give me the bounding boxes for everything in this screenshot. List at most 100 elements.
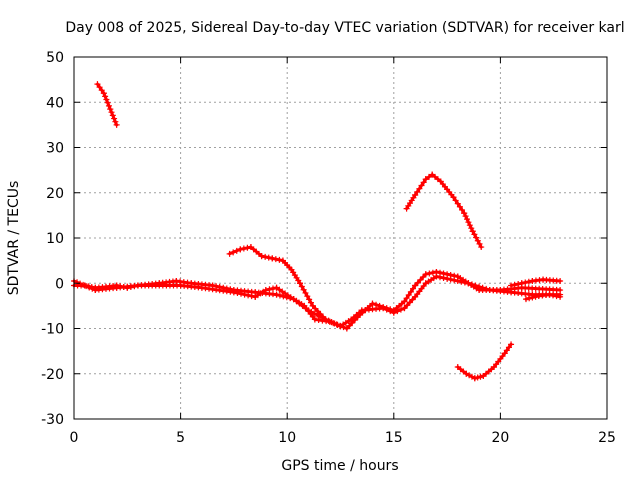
data-point xyxy=(522,279,529,286)
data-point xyxy=(518,280,525,287)
data-point xyxy=(111,115,118,122)
data-point xyxy=(503,347,510,354)
data-point xyxy=(307,299,314,306)
data-point xyxy=(369,300,376,307)
data-point xyxy=(346,322,353,329)
series-seg-f xyxy=(454,341,515,382)
data-point xyxy=(266,286,273,293)
data-point xyxy=(462,213,469,220)
data-point xyxy=(230,289,237,296)
data-point xyxy=(511,281,518,288)
data-point xyxy=(105,102,112,109)
data-point xyxy=(322,316,329,323)
data-point xyxy=(409,285,416,292)
data-point xyxy=(403,295,410,302)
data-point xyxy=(451,272,458,279)
data-point xyxy=(276,256,283,263)
data-point xyxy=(466,222,473,229)
data-point xyxy=(414,188,421,195)
data-point xyxy=(444,271,451,278)
data-point xyxy=(557,287,564,294)
data-point xyxy=(420,274,427,281)
data-point xyxy=(440,270,447,277)
data-point xyxy=(546,291,553,298)
data-point xyxy=(300,286,307,293)
data-point xyxy=(406,299,413,306)
data-point xyxy=(426,270,433,277)
data-point xyxy=(273,291,280,298)
data-point xyxy=(505,344,512,351)
data-point xyxy=(349,319,356,326)
data-point xyxy=(461,210,468,217)
data-point xyxy=(522,296,529,303)
data-point xyxy=(230,249,237,256)
data-point xyxy=(557,293,564,300)
data-point xyxy=(238,290,245,297)
data-point xyxy=(474,374,481,381)
series-seg-g xyxy=(508,276,564,289)
data-point xyxy=(501,350,508,357)
y-tick-label: 0 xyxy=(55,276,64,292)
data-point xyxy=(245,292,252,299)
data-point xyxy=(112,118,119,125)
data-point xyxy=(103,96,110,103)
x-tick-label: 0 xyxy=(70,430,79,446)
data-point xyxy=(343,325,350,332)
data-point xyxy=(515,281,522,288)
data-point xyxy=(351,317,358,324)
series-line xyxy=(405,173,483,249)
data-point xyxy=(529,294,536,301)
data-point xyxy=(454,200,461,207)
data-point xyxy=(526,295,533,302)
data-point xyxy=(304,293,311,300)
data-point xyxy=(557,277,564,284)
data-point xyxy=(328,319,335,326)
data-point xyxy=(553,293,560,300)
x-tick-label: 25 xyxy=(598,430,616,446)
data-point xyxy=(108,109,115,116)
y-tick-label: -30 xyxy=(41,412,64,428)
data-point xyxy=(409,296,416,303)
data-point xyxy=(404,302,411,309)
data-point xyxy=(549,292,556,299)
data-point xyxy=(269,255,276,262)
data-point xyxy=(94,81,101,88)
data-point xyxy=(429,269,436,276)
data-point xyxy=(107,106,114,113)
x-tick-label: 20 xyxy=(491,430,509,446)
data-point xyxy=(471,375,478,382)
data-point xyxy=(422,176,429,183)
data-point xyxy=(276,292,283,299)
data-point xyxy=(373,301,380,308)
data-point xyxy=(100,90,107,97)
data-point xyxy=(412,282,419,289)
y-tick-label: 10 xyxy=(46,231,64,247)
data-point xyxy=(241,291,248,298)
x-tick-label: 15 xyxy=(385,430,403,446)
data-point xyxy=(262,253,269,260)
data-point xyxy=(240,245,247,252)
x-tick-label: 10 xyxy=(278,430,296,446)
data-point xyxy=(401,298,408,305)
data-point xyxy=(452,197,459,204)
data-point xyxy=(401,305,408,312)
data-point xyxy=(337,323,344,330)
data-point xyxy=(272,256,279,263)
data-point xyxy=(474,237,481,244)
grid xyxy=(74,57,607,419)
y-tick-label: 20 xyxy=(46,186,64,202)
data-point xyxy=(463,216,470,223)
series-layer xyxy=(71,81,564,382)
data-point xyxy=(244,244,251,251)
data-point xyxy=(478,244,485,251)
data-point xyxy=(508,282,515,289)
data-point xyxy=(471,231,478,238)
data-point xyxy=(465,219,472,226)
data-point xyxy=(296,280,303,287)
x-tick-label: 5 xyxy=(176,430,185,446)
y-tick-label: 30 xyxy=(46,141,64,157)
data-point xyxy=(234,290,241,297)
ticks xyxy=(73,56,608,420)
data-point xyxy=(407,288,414,295)
data-point xyxy=(417,276,424,283)
